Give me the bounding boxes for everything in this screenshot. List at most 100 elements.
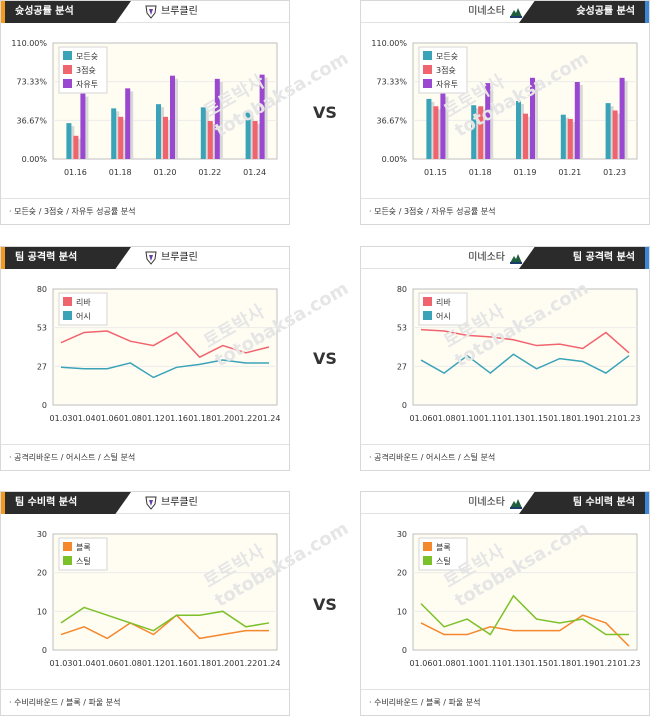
x-tick-label: 01.23 — [618, 659, 641, 668]
x-tick-label: 01.24 — [258, 659, 281, 668]
bar — [560, 114, 566, 159]
panel-tab-title: 팀 공격력 분석 — [519, 247, 649, 269]
x-tick-label: 01.15 — [424, 168, 447, 177]
bar-shadow — [166, 119, 171, 159]
panel-header: 미네소타 슛성공률 분석 — [361, 1, 649, 23]
shot-left-chart: 110.00% 73.33% 36.67% 0.00% 01.16 01.18 01.20 0… — [11, 39, 278, 177]
x-tick-label: 01.03 — [50, 414, 73, 423]
panel-footer: · 공격리바운드 / 어시스트 / 스틸 분석 — [361, 444, 649, 470]
legend-swatch — [63, 51, 72, 60]
x-tick-label: 01.18 — [548, 659, 571, 668]
x-tick-label: 01.04 — [73, 414, 96, 423]
series-line — [420, 328, 630, 354]
x-tick-label: 01.11 — [479, 659, 502, 668]
panel-footer: · 모든슛 / 3점슛 / 자유투 성공률 분석 — [361, 198, 649, 224]
bar — [245, 112, 251, 159]
series-line — [420, 614, 630, 647]
series-line — [60, 614, 269, 640]
x-tick-label: 01.06 — [96, 659, 119, 668]
bar — [73, 135, 79, 159]
bar — [259, 74, 265, 159]
bar-shadow — [76, 138, 82, 159]
bar-shadow — [159, 107, 164, 159]
y-tick-label: 27 — [37, 362, 47, 371]
team-name: 브루클린 — [161, 497, 198, 508]
bar — [163, 116, 168, 159]
x-tick-label: 01.13 — [502, 414, 525, 423]
x-tick-label: 01.20 — [211, 659, 234, 668]
series-line — [60, 359, 269, 379]
team-logo-icon — [510, 254, 522, 264]
bar — [111, 108, 117, 159]
legend-swatch — [63, 79, 72, 88]
legend-swatch — [63, 556, 72, 565]
series-line — [60, 606, 270, 632]
bar — [471, 105, 477, 159]
bar-shadow — [210, 124, 216, 159]
legend-swatch — [423, 297, 432, 306]
x-tick-label: 01.16 — [165, 659, 188, 668]
x-tick-label: 01.16 — [165, 414, 188, 423]
team-logo-icon — [510, 499, 522, 509]
y-tick-label: 0 — [402, 401, 407, 410]
x-tick-label: 01.06 — [410, 414, 433, 423]
x-tick-label: 01.10 — [456, 414, 479, 423]
x-tick-label: 01.23 — [603, 168, 626, 177]
panel-footer: · 수비리바운드 / 블록 / 파울 분석 — [1, 689, 289, 715]
panel-tab-title: 팀 공격력 분석 — [1, 247, 131, 269]
vs-label: VS — [313, 595, 337, 614]
y-tick-label: 0 — [402, 646, 407, 655]
bar-shadow — [262, 77, 268, 159]
panel-footer: · 모든슛 / 3점슛 / 자유투 성공률 분석 — [1, 198, 289, 224]
panel-tab-title: 슛성공률 분석 — [519, 1, 649, 23]
y-tick-label: 36.67% — [376, 116, 407, 125]
y-tick-label: 0 — [42, 646, 47, 655]
team-logo-icon — [510, 8, 522, 18]
bar — [440, 93, 446, 159]
y-tick-label: 53 — [37, 324, 47, 333]
x-tick-label: 01.19 — [571, 414, 594, 423]
x-tick-label: 01.18 — [109, 168, 132, 177]
bar-shadow — [203, 110, 209, 159]
panel-tab-title: 팀 수비력 분석 — [1, 492, 131, 514]
team-name: 미네소타 — [468, 6, 505, 17]
bar — [485, 83, 491, 159]
bar — [516, 101, 521, 159]
bar-shadow — [217, 81, 223, 159]
x-tick-label: 01.08 — [433, 659, 456, 668]
bar — [478, 106, 484, 159]
team-logo-icon — [145, 251, 157, 265]
x-tick-label: 01.10 — [456, 659, 479, 668]
bar-shadow — [615, 113, 621, 159]
bar-shadow — [526, 116, 531, 159]
panel-header: 팀 공격력 분석 브루클린 — [1, 247, 289, 269]
x-tick-label: 01.22 — [234, 414, 257, 423]
bar — [567, 118, 573, 159]
y-tick-label: 0.00% — [22, 155, 48, 164]
legend-label: 스틸 — [436, 556, 451, 566]
panel-footer: · 수비리바운드 / 블록 / 파울 분석 — [361, 689, 649, 715]
legend-label: 스틸 — [76, 556, 91, 566]
x-tick-label: 01.19 — [514, 168, 537, 177]
x-tick-label: 01.21 — [558, 168, 581, 177]
bar-shadow — [255, 124, 261, 159]
bar-shadow — [443, 96, 449, 159]
legend-label: 블록 — [76, 542, 91, 552]
x-tick-label: 01.06 — [410, 659, 433, 668]
team-name: 미네소타 — [468, 252, 505, 263]
y-tick-label: 73.33% — [16, 78, 47, 87]
bar — [619, 77, 625, 159]
legend-label: 어시 — [436, 311, 451, 321]
x-tick-label: 01.12 — [142, 414, 165, 423]
bar-shadow — [488, 86, 494, 159]
x-tick-label: 01.24 — [258, 414, 281, 423]
legend-swatch — [63, 542, 72, 551]
bar — [207, 121, 213, 159]
y-tick-label: 110.00% — [371, 39, 407, 48]
attack-right-panel: 미네소타 팀 공격력 분석 80 53 27 0 01.06 01.08 01.10 01.1… — [360, 246, 650, 471]
legend-label: 3점슛 — [76, 65, 96, 75]
team-logo-icon — [145, 5, 157, 19]
